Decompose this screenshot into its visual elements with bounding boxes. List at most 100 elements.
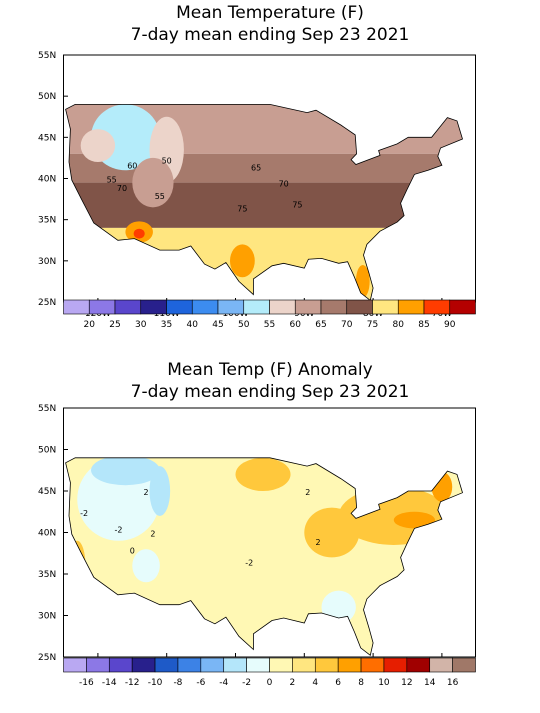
- legend-swatch: [114, 299, 142, 315]
- lat-label: 40N: [38, 175, 56, 185]
- map-panel: Mean Temperature (F)7-day mean ending Se…: [38, 3, 476, 330]
- region: [393, 511, 436, 529]
- contour-label: 55: [107, 176, 117, 185]
- legend-swatch: [223, 657, 247, 673]
- lat-label: 55N: [38, 51, 56, 61]
- legend-label: 85: [418, 320, 429, 330]
- map-fill: [65, 457, 463, 656]
- us-outline: [65, 104, 463, 302]
- legend-swatch: [452, 657, 476, 673]
- legend-label: 55: [264, 320, 275, 330]
- legend-swatch: [177, 657, 202, 673]
- contour-label: 2: [305, 488, 310, 497]
- legend-label: 65: [315, 320, 326, 330]
- legend-label: 25: [109, 320, 120, 330]
- legend-swatch: [320, 299, 348, 315]
- legend-label: -10: [148, 678, 163, 688]
- legend-swatch: [246, 657, 270, 673]
- lat-label: 35N: [38, 570, 56, 580]
- legend-swatch: [108, 657, 133, 673]
- legend-swatch: [154, 657, 179, 673]
- map-title: Mean Temp (F) Anomaly: [167, 360, 372, 380]
- legend-label: 80: [393, 320, 405, 330]
- legend-label: 40: [187, 320, 199, 330]
- legend-label: 12: [401, 678, 412, 688]
- legend-label: 50: [238, 320, 250, 330]
- lat-label: 25N: [38, 298, 56, 308]
- legend-label: 10: [378, 678, 390, 688]
- legend-label: 35: [161, 320, 172, 330]
- legend-swatch: [429, 657, 453, 673]
- lat-label: 30N: [38, 257, 56, 267]
- map-fill: [65, 104, 463, 301]
- legend-swatch: [346, 299, 373, 315]
- legend-label: 2: [290, 678, 296, 688]
- contour-label: 75: [292, 200, 302, 209]
- region: [149, 466, 171, 516]
- region: [235, 457, 291, 491]
- contour-label: 70: [279, 180, 289, 189]
- contour-label: -2: [245, 559, 253, 568]
- legend-label: 20: [84, 320, 96, 330]
- legend-label: 16: [447, 678, 459, 688]
- region: [321, 590, 356, 624]
- legend-swatch: [88, 299, 116, 315]
- contour-label: 75: [237, 204, 247, 213]
- contour-label: -2: [115, 526, 123, 535]
- legend-label: -6: [196, 678, 205, 688]
- legend-swatch: [360, 657, 385, 673]
- legend-label: 45: [212, 320, 223, 330]
- legend-swatch: [397, 299, 425, 315]
- lat-label: 25N: [38, 653, 56, 663]
- legend-label: -16: [79, 678, 94, 688]
- legend-label: 60: [290, 320, 302, 330]
- legend-swatch: [200, 657, 225, 673]
- legend-swatch: [140, 299, 167, 315]
- region: [133, 228, 145, 239]
- map-title: Mean Temperature (F): [176, 3, 364, 23]
- legend-swatch: [191, 299, 219, 315]
- legend-label: -14: [102, 678, 117, 688]
- legend-swatch: [292, 657, 316, 673]
- region: [229, 244, 255, 278]
- lat-label: 50N: [38, 92, 56, 102]
- legend-swatch: [449, 299, 476, 315]
- legend-label: 14: [424, 678, 436, 688]
- legend-label: -4: [219, 678, 228, 688]
- legend-swatch: [337, 657, 362, 673]
- legend-label: -8: [173, 678, 182, 688]
- legend-swatch: [269, 657, 293, 673]
- contour-label: -2: [80, 509, 88, 518]
- region: [80, 129, 116, 163]
- legend-swatch: [63, 299, 90, 315]
- legend-swatch: [294, 299, 322, 315]
- contour-label: 70: [117, 184, 127, 193]
- legend-swatch: [131, 657, 156, 673]
- legend-label: 8: [358, 678, 364, 688]
- legend-label: 75: [367, 320, 378, 330]
- legend-swatch: [166, 299, 193, 315]
- contour-label: 50: [162, 157, 172, 166]
- legend-swatch: [406, 657, 431, 673]
- legend-swatch: [383, 657, 408, 673]
- us-outline: [65, 457, 463, 656]
- region: [132, 549, 160, 583]
- legend-label: -2: [242, 678, 251, 688]
- region: [304, 507, 360, 558]
- region: [132, 157, 174, 208]
- legend-swatch: [243, 299, 270, 315]
- legend-swatch: [269, 299, 296, 315]
- legend-swatch: [86, 657, 110, 673]
- contour-label: 55: [155, 192, 165, 201]
- legend-label: -12: [125, 678, 140, 688]
- lat-label: 30N: [38, 612, 56, 622]
- lat-label: 50N: [38, 446, 56, 456]
- region: [65, 227, 463, 301]
- legend-swatch: [63, 657, 87, 673]
- region: [69, 540, 86, 591]
- map-subtitle: 7-day mean ending Sep 23 2021: [131, 25, 410, 45]
- legend-label: 30: [135, 320, 147, 330]
